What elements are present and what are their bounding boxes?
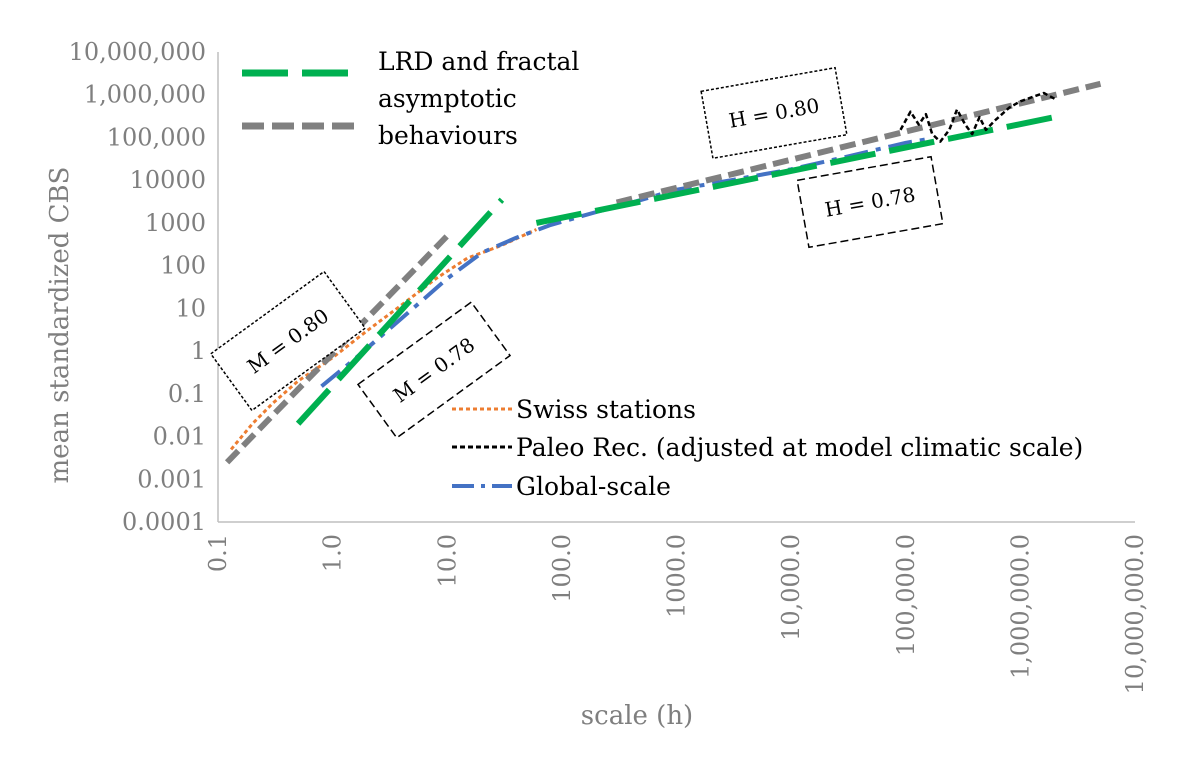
legend-top-label-line: behaviours	[378, 121, 518, 150]
x-tick-label: 100,000.0	[892, 534, 920, 656]
legend-top: LRD and fractal asymptotic behaviours	[242, 47, 579, 150]
gray-asymptote-small-scale	[224, 233, 450, 465]
x-tick-label: 1,000,000.0	[1006, 534, 1034, 679]
paleo-rec-line	[899, 91, 1056, 143]
y-axis-label: mean standardized CBS	[45, 167, 75, 484]
y-tick-label: 0.01	[153, 423, 206, 451]
y-tick-label: 10000	[130, 166, 206, 194]
annotation-m080: M = 0.80	[209, 270, 367, 412]
y-tick-label: 100,000	[107, 123, 206, 151]
legend-swiss-label: Swiss stations	[516, 395, 696, 424]
y-tick-label: 10	[175, 294, 206, 322]
x-axis-label: scale (h)	[581, 701, 693, 731]
swiss-stations-line	[229, 228, 538, 451]
axes	[217, 52, 1135, 523]
x-tick-label: 10,000.0	[777, 534, 805, 641]
y-tick-labels: 0.0001 0.001 0.01 0.1 1 10 100 1000 10000 100,000…	[69, 38, 206, 536]
y-tick-label: 1	[191, 337, 206, 365]
x-tick-label: 1.0	[319, 534, 347, 572]
y-tick-label: 0.0001	[122, 508, 206, 536]
x-tick-label: 10,000,000.0	[1121, 534, 1149, 694]
legend-bottom: Swiss stations Paleo Rec. (adjusted at m…	[452, 395, 1083, 501]
annotation-h080: H = 0.80	[700, 66, 848, 160]
legend-top-label-line: LRD and fractal	[378, 47, 579, 76]
series-layer	[224, 80, 1102, 465]
y-tick-label: 0.1	[168, 380, 206, 408]
legend-global-label: Global-scale	[516, 472, 671, 501]
green-asymptote-small-scale	[295, 197, 505, 426]
legend-top-label: LRD and fractal asymptotic behaviours	[378, 47, 579, 150]
y-tick-label: 10,000,000	[69, 38, 206, 66]
annotation-m078: M = 0.78	[356, 301, 512, 439]
green-asymptote-large-scale	[535, 114, 1056, 226]
y-tick-label: 100	[160, 252, 206, 280]
y-tick-label: 0.001	[137, 465, 206, 493]
y-tick-label: 1,000,000	[84, 81, 206, 109]
legend-top-label-line: asymptotic	[378, 84, 517, 113]
global-scale-line	[320, 137, 927, 388]
x-tick-label: 1000.0	[663, 534, 691, 618]
x-tick-labels: 0.1 1.0 10.0 100.0 1000.0 10,000.0 100,000.0 1,…	[204, 534, 1149, 694]
x-tick-label: 0.1	[204, 534, 232, 572]
x-tick-label: 10.0	[433, 534, 461, 587]
annotation-h078: H = 0.78	[796, 155, 944, 249]
legend-paleo-label: Paleo Rec. (adjusted at model climatic s…	[516, 433, 1083, 462]
y-tick-label: 1000	[145, 209, 206, 237]
gray-asymptote-large-scale	[615, 80, 1102, 206]
x-tick-label: 100.0	[548, 534, 576, 603]
